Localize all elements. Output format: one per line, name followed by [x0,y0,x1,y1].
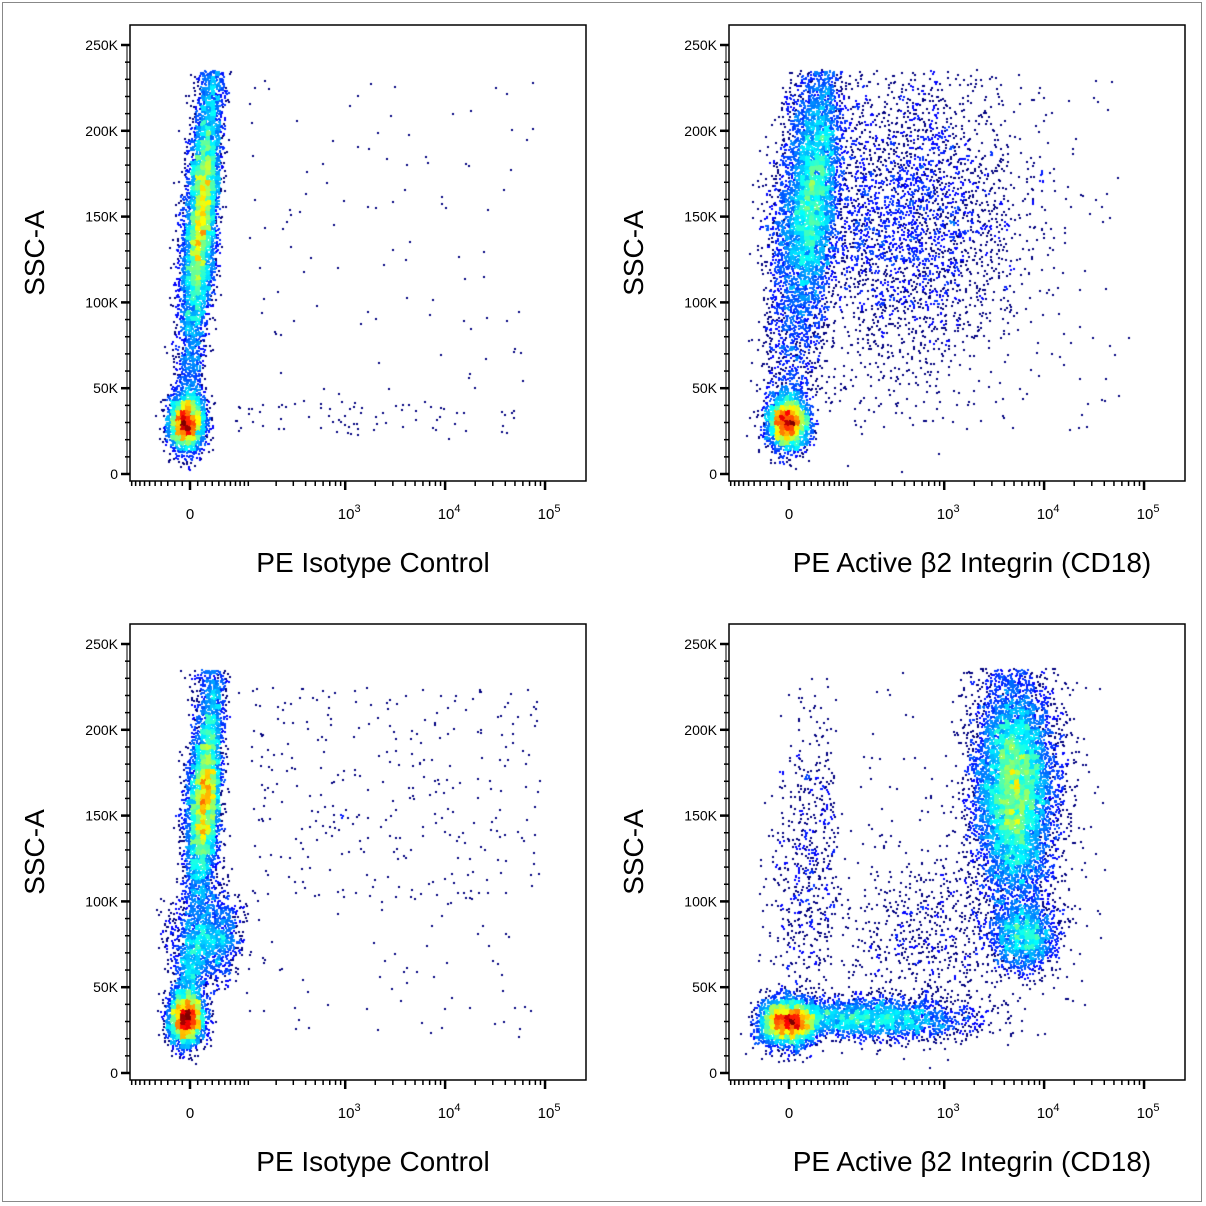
scatter-points-chart-4 [729,624,1185,1080]
y-tick-label: 100K [85,893,118,909]
y-tick-label: 0 [709,1065,717,1081]
x-tick-label: 104 [1037,1102,1060,1122]
x-tick-label: 103 [338,503,361,523]
y-tick-label: 50K [93,979,119,995]
scatter-points-chart-3 [130,624,586,1080]
scatter-points-chart-1 [130,25,586,481]
y-axis-label: SSC-A [19,210,50,296]
x-tick-label: 104 [438,503,461,523]
scatter-points-chart-2 [729,25,1185,481]
x-tick-label: 105 [1137,503,1160,523]
y-tick-label: 150K [85,209,118,225]
y-tick-label: 100K [684,893,717,909]
y-tick-label: 100K [85,294,118,310]
y-tick-label: 0 [110,1065,118,1081]
x-axis-label: PE Isotype Control [256,1146,490,1177]
x-tick-label: 103 [937,1102,960,1122]
y-tick-label: 250K [684,37,717,53]
y-tick-label: 0 [709,466,717,482]
x-tick-label: 0 [186,506,194,523]
x-tick-label: 105 [538,503,561,523]
y-tick-label: 150K [684,808,717,824]
x-tick-label: 0 [186,1105,194,1122]
y-tick-label: 50K [93,380,119,396]
x-axis-label: PE Active β2 Integrin (CD18) [792,1146,1152,1177]
x-tick-label: 105 [1137,1102,1160,1122]
y-axis-label: SSC-A [19,809,50,895]
x-tick-label: 0 [785,506,793,523]
y-tick-label: 50K [692,979,718,995]
chart-4: 0 50K 100K 150K 200K 250K 0 103 104 105 [684,623,1186,1122]
y-tick-label: 0 [110,466,118,482]
y-tick-label: 200K [85,722,118,738]
x-tick-label: 0 [785,1105,793,1122]
y-tick-label: 250K [85,636,118,652]
y-tick-label: 200K [684,123,717,139]
x-tick-label: 103 [937,503,960,523]
x-tick-label: 103 [338,1102,361,1122]
y-axis-label: SSC-A [618,809,649,895]
y-tick-label: 200K [684,722,717,738]
x-axis-label: PE Isotype Control [256,547,490,578]
x-tick-label: 104 [1037,503,1060,523]
x-tick-label: 105 [538,1102,561,1122]
y-tick-label: 100K [684,294,717,310]
y-tick-label: 150K [684,209,717,225]
y-tick-label: 250K [684,636,717,652]
x-tick-label: 104 [438,1102,461,1122]
y-tick-label: 150K [85,808,118,824]
y-tick-label: 50K [692,380,718,396]
y-axis-label: SSC-A [618,210,649,296]
x-axis-label: PE Active β2 Integrin (CD18) [792,547,1152,578]
y-tick-label: 250K [85,37,118,53]
y-tick-label: 200K [85,123,118,139]
